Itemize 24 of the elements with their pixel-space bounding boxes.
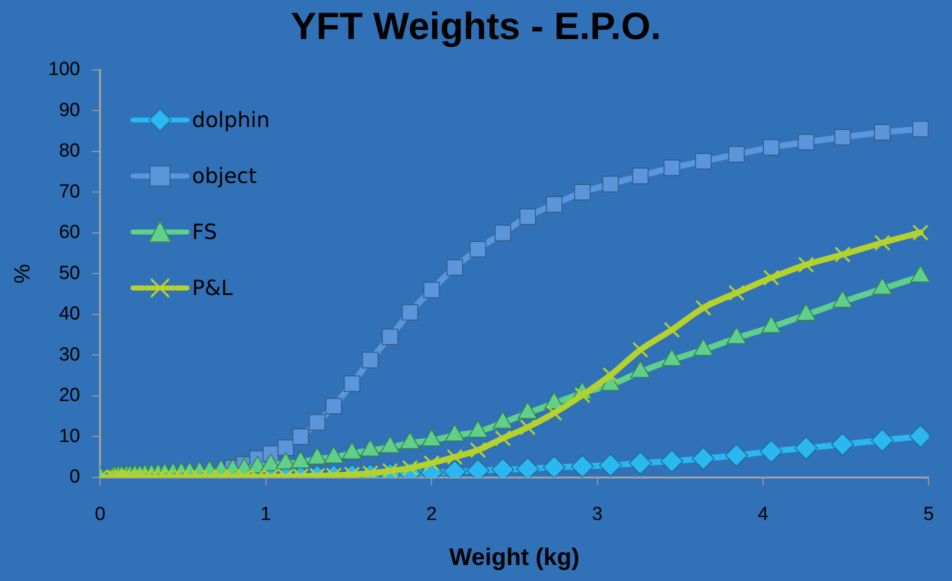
legend-label: P&L	[192, 276, 233, 300]
x-tick-label: 1	[260, 504, 272, 526]
y-tick-label: 50	[58, 262, 80, 284]
legend-label: object	[192, 164, 257, 188]
y-tick-label: 30	[58, 344, 80, 366]
x-tick-label: 0	[94, 504, 106, 526]
y-tick-label: 10	[58, 426, 80, 447]
chart-title: YFT Weights - E.P.O.	[290, 6, 662, 49]
x-tick-label: 5	[923, 504, 934, 526]
y-tick-label: 70	[58, 181, 80, 202]
legend-label: FS	[192, 220, 218, 244]
y-tick-label: 0	[70, 466, 80, 488]
y-tick-label: 60	[58, 222, 80, 244]
y-tick-label: 90	[58, 100, 80, 121]
x-axis-title: Weight (kg)	[449, 544, 580, 572]
x-tick-label: 3	[592, 504, 603, 526]
y-tick-label: 40	[58, 304, 80, 325]
y-tick-label: 20	[58, 385, 80, 406]
y-tick-label: 80	[58, 140, 80, 162]
legend-label: dolphin	[192, 108, 270, 132]
x-tick-label: 4	[758, 504, 769, 526]
y-axis-title: %	[9, 264, 34, 284]
y-tick-label: 100	[48, 59, 80, 80]
x-tick-label: 2	[426, 504, 437, 526]
